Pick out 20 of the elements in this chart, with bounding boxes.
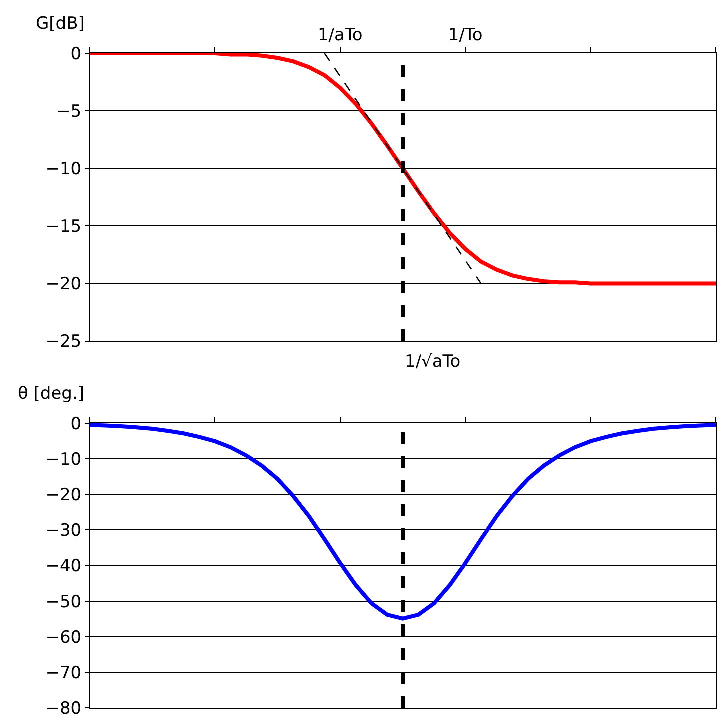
y-tick-label: 0 <box>70 414 82 434</box>
y-tick-label: −10 <box>46 160 82 180</box>
y-tick-label: −30 <box>46 521 82 542</box>
y-tick-label: −20 <box>46 274 82 295</box>
y-tick-label: −40 <box>46 556 82 577</box>
x-tick-label: 1/aTo <box>318 26 363 46</box>
y-tick-label: −25 <box>46 332 82 352</box>
y-tick-label: −50 <box>46 592 82 612</box>
y-tick-label: −70 <box>46 664 82 684</box>
y-axis-title: θ [deg.] <box>18 384 85 404</box>
y-tick-label: −5 <box>56 102 82 122</box>
text: 1/√aTo <box>405 352 461 372</box>
y-tick-label: −15 <box>46 217 82 238</box>
y-axis-title: G[dB] <box>36 14 85 34</box>
y-tick-label: 0 <box>70 44 82 64</box>
y-tick-label: −20 <box>46 485 82 506</box>
x-tick-label: 1/To <box>448 26 483 46</box>
y-tick-label: −60 <box>46 628 82 648</box>
y-tick-label: −10 <box>46 450 82 470</box>
y-tick-label: −80 <box>46 699 82 720</box>
